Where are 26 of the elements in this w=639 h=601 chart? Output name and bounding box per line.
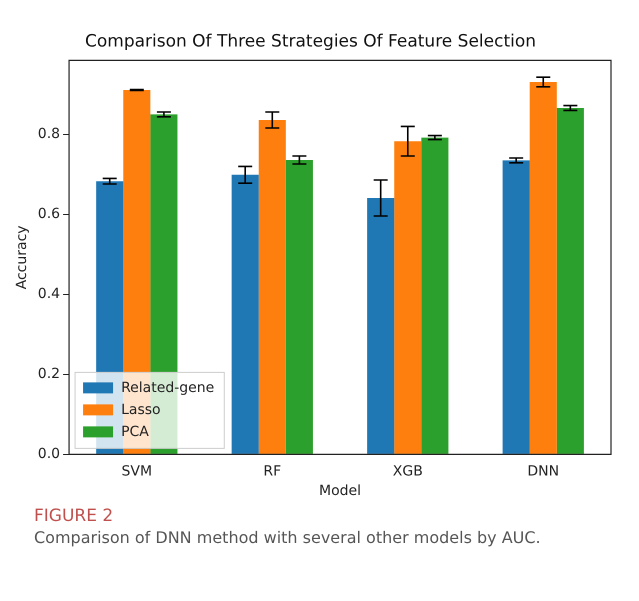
bar [502, 160, 530, 454]
bar [421, 138, 448, 454]
x-tick-label: RF [263, 463, 282, 480]
x-tick-label: SVM [122, 463, 152, 480]
y-tick-label: 0.2 [38, 366, 60, 382]
y-tick-label: 0.4 [38, 286, 60, 302]
caption: FIGURE 2 [34, 506, 114, 526]
bar [530, 82, 557, 454]
legend-label: Related-gene [121, 380, 214, 396]
bar [286, 160, 313, 454]
bar [232, 174, 259, 454]
x-axis-title: Model [319, 483, 362, 500]
x-tick-label: DNN [527, 463, 560, 480]
legend-label: Lasso [121, 402, 161, 418]
text: Comparison of DNN method with several other models by AUC. [34, 528, 542, 547]
bar [258, 120, 286, 454]
y-tick-label: 0.0 [38, 446, 60, 462]
y-tick-label: 0.8 [38, 126, 60, 142]
chart-title: Comparison Of Three Strategies Of Feature Selection [84, 32, 536, 52]
legend-label: PCA [121, 424, 150, 440]
x-tick-label: XGB [392, 463, 423, 480]
bar [367, 198, 394, 454]
y-axis-title: Accuracy [14, 225, 30, 290]
bar [556, 108, 584, 454]
bar [394, 141, 422, 454]
y-tick-label: 0.6 [38, 206, 60, 222]
